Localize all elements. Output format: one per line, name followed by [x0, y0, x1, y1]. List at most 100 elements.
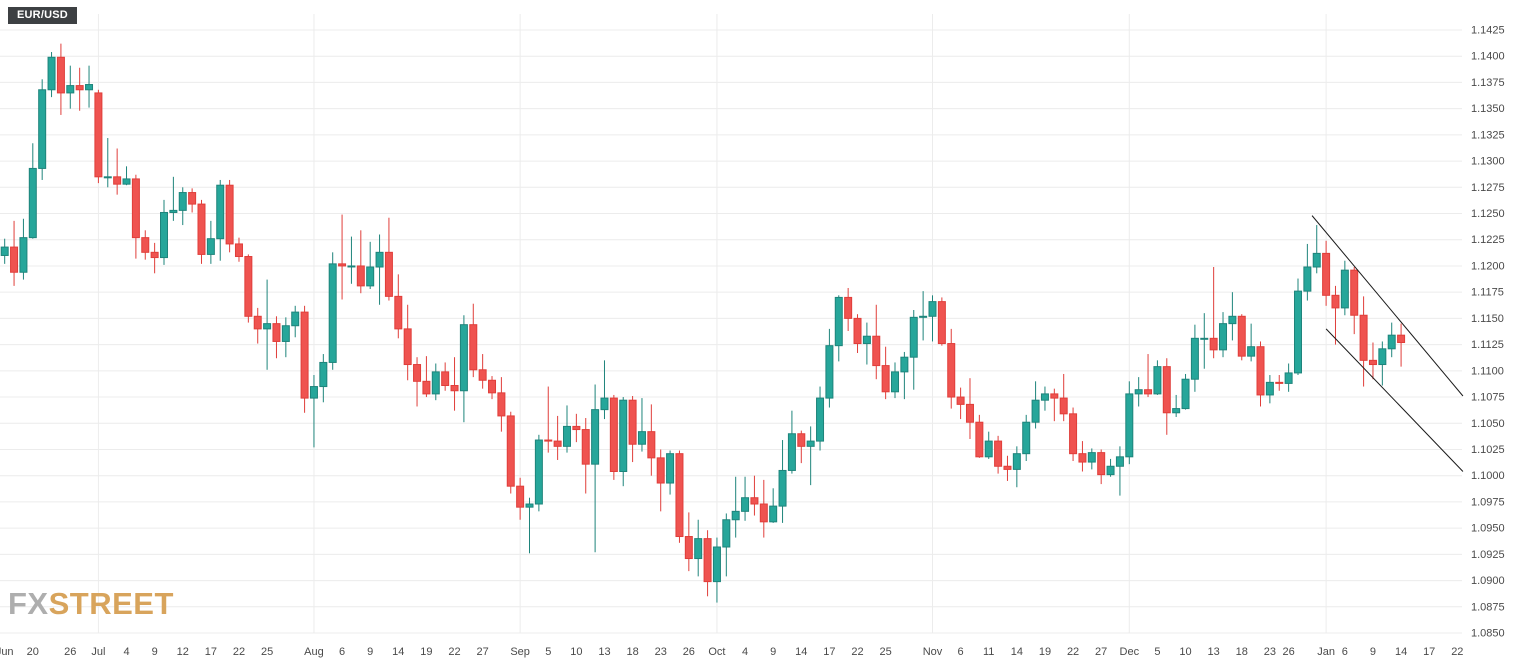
- time-tick-label: 22: [448, 646, 460, 658]
- time-tick-label: 11: [983, 646, 994, 658]
- candle: [600, 360, 609, 420]
- candle-body: [947, 343, 956, 398]
- time-tick-label: 13: [1208, 646, 1220, 658]
- candle-body: [778, 469, 787, 507]
- candle-body: [797, 433, 806, 447]
- candle: [441, 362, 450, 391]
- candle-body: [38, 89, 47, 169]
- candle-body: [1293, 290, 1302, 374]
- candle-body: [122, 178, 131, 185]
- candle-body: [750, 497, 759, 505]
- candle: [328, 252, 337, 370]
- trendlines-layer[interactable]: [1311, 215, 1464, 472]
- time-tick-label: 23: [1264, 646, 1276, 658]
- candle-body: [544, 439, 553, 442]
- candle-body: [759, 503, 768, 523]
- time-tick-label: 18: [1236, 646, 1248, 658]
- candle: [825, 328, 834, 408]
- candle: [1162, 358, 1171, 435]
- candle-body: [206, 238, 215, 255]
- candle-body: [628, 399, 637, 445]
- candle-body: [694, 538, 703, 560]
- candle-body: [478, 369, 487, 381]
- price-tick-label: 1.1250: [1471, 208, 1505, 220]
- trendline[interactable]: [1325, 328, 1464, 472]
- fxstreet-logo-fx: FX: [8, 586, 49, 621]
- candle-body: [47, 56, 56, 91]
- candle: [1265, 375, 1274, 404]
- time-tick-label: Jan: [1317, 646, 1335, 658]
- candle-body: [984, 440, 993, 458]
- candle: [403, 304, 412, 381]
- candle-body: [581, 429, 590, 465]
- candle: [85, 65, 94, 108]
- trendline[interactable]: [1311, 215, 1464, 397]
- candle-body: [356, 265, 365, 287]
- candle: [562, 405, 571, 453]
- candle: [225, 179, 234, 253]
- price-tick-label: 1.1125: [1471, 339, 1504, 351]
- candle-body: [1134, 389, 1143, 395]
- candle-body: [956, 396, 965, 405]
- time-tick-label: 14: [1395, 646, 1407, 658]
- candle-body: [1106, 465, 1115, 476]
- candle: [1115, 446, 1124, 496]
- candle: [103, 138, 112, 188]
- candle: [656, 449, 665, 512]
- candle-body: [488, 379, 497, 394]
- candle: [516, 477, 525, 520]
- candle-body: [263, 323, 272, 330]
- candle-body: [666, 453, 675, 484]
- candle-body: [160, 211, 169, 259]
- candle: [750, 475, 759, 516]
- candle: [1359, 296, 1368, 387]
- candle: [1331, 285, 1340, 345]
- price-tick-label: 1.1350: [1471, 103, 1505, 115]
- candle: [253, 307, 262, 344]
- candle-body: [197, 203, 206, 255]
- price-tick-label: 1.1050: [1471, 418, 1505, 430]
- candle-body: [656, 457, 665, 484]
- candle: [797, 430, 806, 464]
- candle-body: [319, 361, 328, 388]
- candle: [1031, 381, 1040, 429]
- time-tick-label: 25: [880, 646, 892, 658]
- candle: [712, 537, 721, 603]
- candle: [1312, 225, 1321, 274]
- price-tick-label: 1.1075: [1471, 392, 1505, 404]
- candle: [581, 418, 590, 494]
- price-tick-label: 1.1200: [1471, 260, 1505, 272]
- candle-body: [853, 317, 862, 345]
- candle-body: [141, 237, 150, 253]
- time-tick-label: 6: [958, 646, 964, 658]
- candle: [1378, 341, 1387, 386]
- candle-body: [1190, 337, 1199, 380]
- candle: [150, 242, 159, 274]
- fxstreet-logo: FXSTREET: [8, 586, 174, 622]
- candle-body: [891, 371, 900, 393]
- candle-body: [872, 335, 881, 367]
- price-tick-label: 1.1175: [1471, 287, 1504, 299]
- candle-body: [675, 453, 684, 538]
- candle: [178, 187, 187, 226]
- candle-body: [441, 371, 450, 387]
- candle: [338, 214, 347, 300]
- candle: [375, 234, 384, 305]
- candle: [759, 479, 768, 538]
- candle: [10, 220, 19, 286]
- candle-body: [619, 399, 628, 473]
- candle: [497, 377, 506, 432]
- candle: [994, 435, 1003, 474]
- candle-body: [787, 433, 796, 471]
- candle: [488, 376, 497, 400]
- time-tick-label: 9: [770, 646, 776, 658]
- candle: [141, 230, 150, 260]
- time-tick-label: 19: [1039, 646, 1051, 658]
- candle-body: [394, 295, 403, 330]
- time-axis[interactable]: Jun 20 26 Jul 4 9 12 17 22 25 Aug 6 9 14 19 22 27 Sep 5 10 1…: [0, 646, 1463, 658]
- candle-body: [712, 546, 721, 583]
- candle-body: [150, 251, 159, 259]
- price-axis[interactable]: 1.1425 1.1400 1.1375 1.1350 1.1325 1.1300 1.12…: [1471, 25, 1505, 640]
